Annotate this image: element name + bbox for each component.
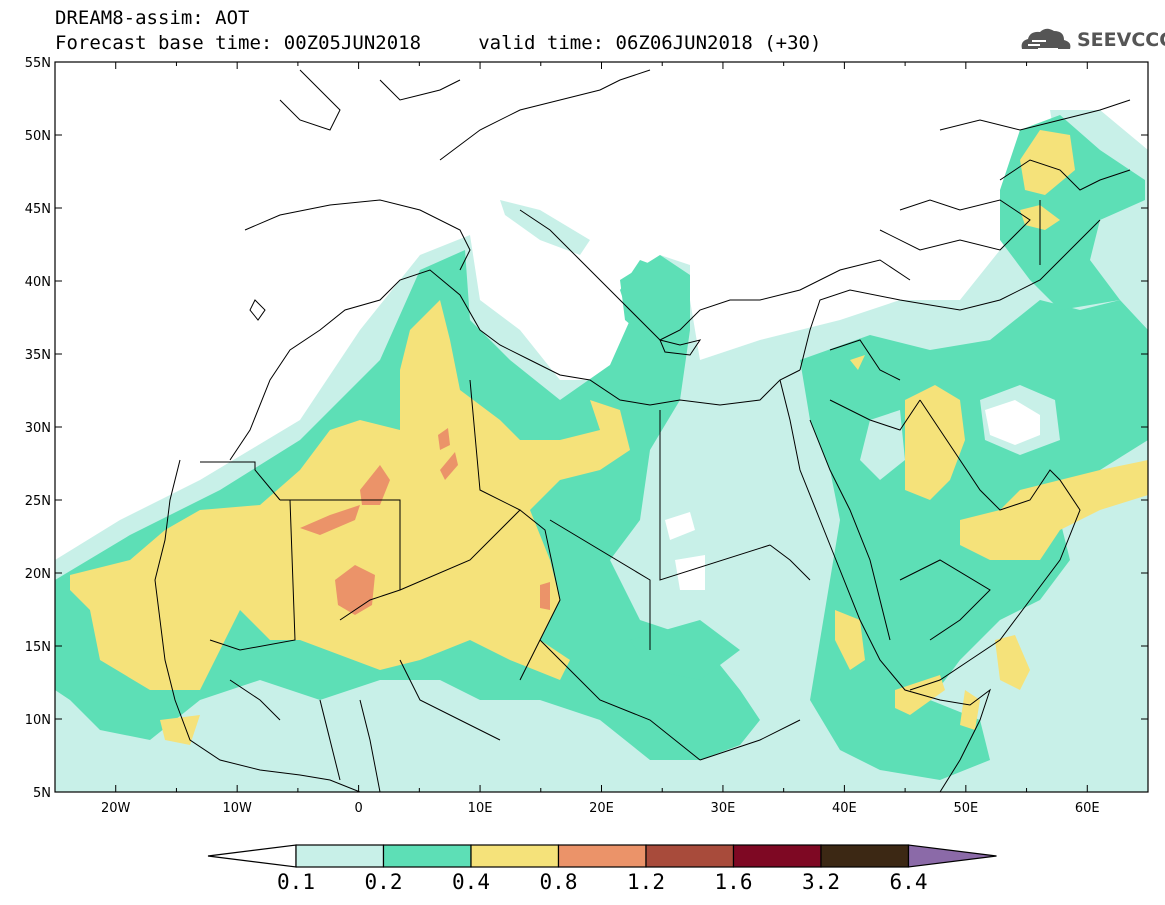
aot-level-0.4	[70, 130, 1148, 745]
latitude-axis: 55N 50N 45N 40N 35N 30N 25N 20N 15N 10N 5N	[25, 56, 1148, 801]
lat-tick-label: 45N	[25, 202, 51, 217]
lon-tick-label: 50E	[953, 801, 978, 816]
lon-tick-label: 0	[354, 801, 362, 816]
lat-tick-label: 30N	[25, 421, 51, 436]
aot-contour-fields	[55, 110, 1148, 792]
colorbar-label: 6.4	[890, 870, 928, 894]
lon-tick-label: 20E	[589, 801, 614, 816]
colorbar-box	[557, 844, 647, 868]
lon-tick-label: 40E	[832, 801, 857, 816]
colorbar-label: 0.1	[277, 870, 315, 894]
colorbar-label: 0.2	[365, 870, 403, 894]
colorbar-box	[732, 844, 822, 868]
aot-below-0.1-patches	[665, 400, 1040, 590]
lon-tick-label: 20W	[101, 801, 131, 816]
coastlines-borders	[154, 69, 1131, 792]
cloud-icon	[1021, 28, 1071, 50]
colorbar: 0.1 0.2 0.4 0.8 1.2 1.6 3.2 6.4	[207, 844, 997, 894]
lat-tick-label: 55N	[25, 56, 51, 71]
lat-tick-label: 5N	[33, 786, 51, 801]
lat-tick-label: 50N	[25, 129, 51, 144]
lat-tick-label: 35N	[25, 348, 51, 363]
colorbar-label: 3.2	[802, 870, 840, 894]
colorbar-label: 0.4	[452, 870, 490, 894]
colorbar-low-arrow	[207, 844, 297, 868]
colorbar-high-arrow	[907, 844, 997, 868]
lon-tick-label: 30E	[711, 801, 736, 816]
lon-tick-label: 10E	[468, 801, 493, 816]
colorbar-box	[295, 844, 385, 868]
lat-tick-label: 20N	[25, 567, 51, 582]
seevccc-logo-text: SEEVCCC	[1077, 29, 1165, 51]
colorbar-box	[820, 844, 910, 868]
longitude-axis: 20W 10W 0 10E 20E 30E 40E 50E 60E	[54, 62, 1149, 816]
colorbar-label: 1.2	[627, 870, 665, 894]
aot-level-0.8	[300, 428, 550, 615]
colorbar-label: 1.6	[715, 870, 753, 894]
lat-tick-label: 15N	[25, 640, 51, 655]
lat-tick-label: 10N	[25, 713, 51, 728]
lat-tick-label: 25N	[25, 494, 51, 509]
forecast-times: Forecast base time: 00Z05JUN2018 valid t…	[55, 32, 822, 54]
colorbar-box	[382, 844, 472, 868]
lat-tick-label: 40N	[25, 275, 51, 290]
colorbar-label: 0.8	[540, 870, 578, 894]
colorbar-box	[645, 844, 735, 868]
lon-tick-label: 10W	[222, 801, 252, 816]
colorbar-box	[470, 844, 560, 868]
lon-tick-label: 60E	[1075, 801, 1100, 816]
map-title: DREAM8-assim: AOT	[55, 7, 250, 29]
